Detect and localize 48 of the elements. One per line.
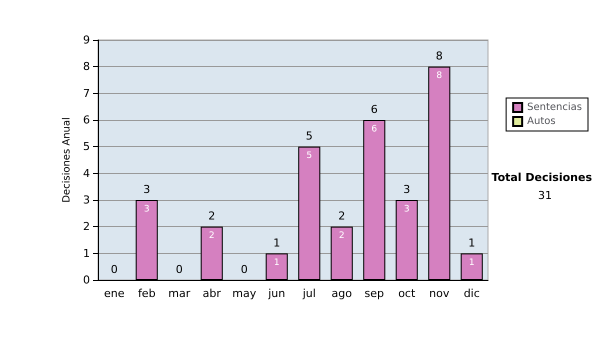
total-label: 8 <box>436 50 443 63</box>
x-tick-label: sep <box>364 287 384 300</box>
text: Total Decisiones <box>492 171 592 184</box>
x-tick-label: nov <box>429 287 450 300</box>
data-label: 1 <box>274 258 280 268</box>
x-tick-label: jun <box>267 287 286 300</box>
x-tick-label: oct <box>398 287 416 300</box>
legend-label: Autos <box>527 116 556 127</box>
total-label: 0 <box>240 263 248 276</box>
y-axis-title: Decisiones Anual <box>62 117 72 203</box>
total-label: 1 <box>468 236 476 250</box>
y-tick-label: 6 <box>83 114 90 126</box>
x-tick-label: ene <box>104 287 125 300</box>
y-tick-label: 3 <box>83 194 90 206</box>
y-tick-label: 9 <box>83 34 90 46</box>
total-label: 5 <box>306 130 313 143</box>
data-label: 3 <box>144 204 150 214</box>
x-tick-label: dic <box>464 287 480 300</box>
total-label: 2 <box>208 210 216 223</box>
data-label: 6 <box>371 124 378 134</box>
x-tick-label: jul <box>302 287 316 300</box>
y-tick-label: 4 <box>83 166 90 180</box>
x-tick-label: feb <box>138 287 156 300</box>
x-tick-label: abr <box>202 287 222 300</box>
x-tick-label: may <box>232 287 257 300</box>
y-tick-label: 5 <box>83 140 90 154</box>
total-label: 2 <box>338 210 346 223</box>
total-label: 1 <box>273 236 280 250</box>
y-tick-label: 2 <box>83 220 90 234</box>
y-tick-label: 1 <box>83 246 90 260</box>
text: 31 <box>538 189 552 202</box>
data-label: 2 <box>338 231 345 242</box>
x-tick-label: ago <box>332 287 352 300</box>
total-label: 0 <box>110 263 118 276</box>
total-label: 0 <box>176 263 183 276</box>
data-label: 1 <box>468 258 475 268</box>
y-tick-label: 7 <box>83 86 90 100</box>
data-label: 3 <box>404 204 410 214</box>
total-label: 3 <box>403 183 410 196</box>
data-label: 8 <box>436 71 442 82</box>
data-label: 5 <box>306 151 312 162</box>
y-tick-label: 0 <box>83 274 90 286</box>
x-tick-label: mar <box>168 287 191 300</box>
y-tick-label: 8 <box>83 60 90 74</box>
total-label: 6 <box>370 103 378 116</box>
data-label: 2 <box>208 231 215 242</box>
total-label: 3 <box>143 183 150 196</box>
legend-label: Sentencias <box>527 102 582 113</box>
